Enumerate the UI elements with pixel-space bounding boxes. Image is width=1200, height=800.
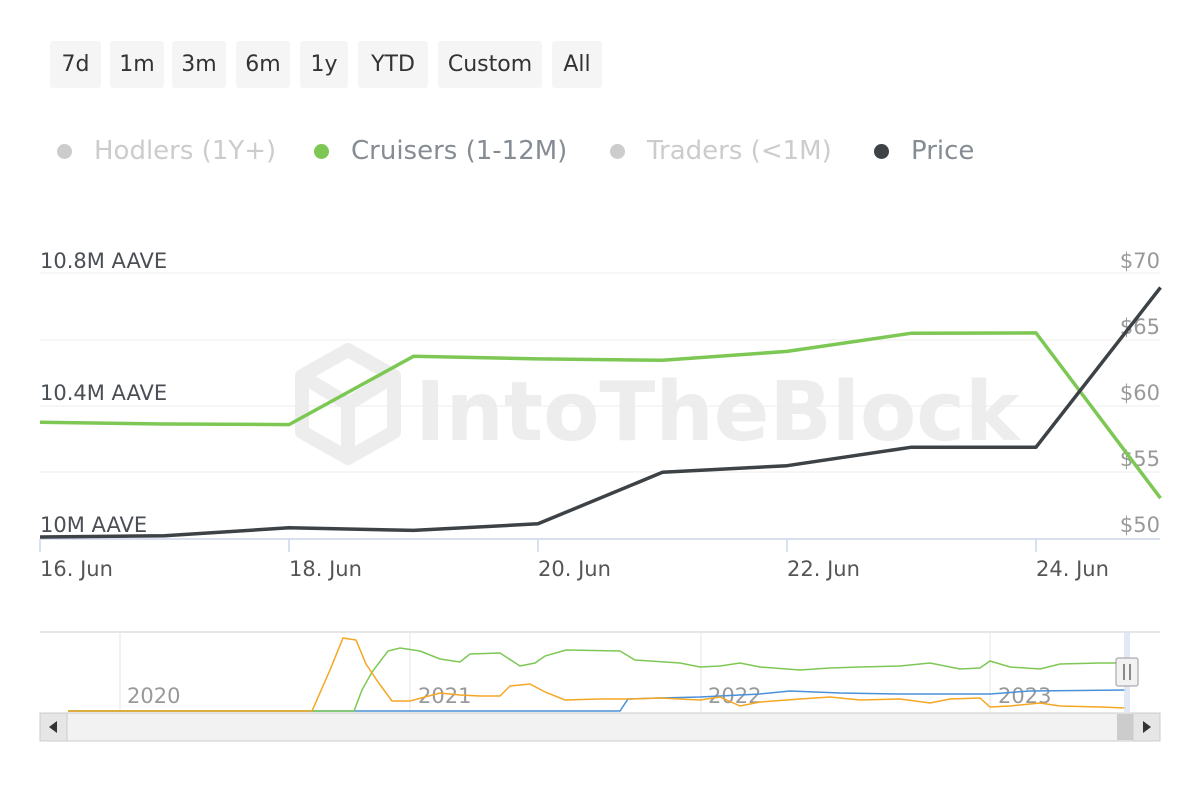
scrollbar[interactable] [39, 712, 1161, 742]
legend-label: Traders (<1M) [647, 136, 832, 166]
range-6m-button[interactable]: 6m [236, 41, 290, 88]
navigator: 2020 2021 2022 2023 [40, 631, 1160, 712]
legend-marker [314, 144, 329, 159]
scroll-left-arrow-icon [49, 721, 57, 733]
navigator-series-line [68, 689, 1127, 712]
legend-item-cruisers[interactable]: Cruisers (1-12M) [314, 128, 594, 174]
legend-label: Price [911, 136, 975, 166]
x-tick-label: 24. Jun [1036, 557, 1109, 581]
legend-item-traders[interactable]: Traders (<1M) [610, 128, 850, 174]
range-1m-button[interactable]: 1m [110, 41, 164, 88]
series-line-cruisers [39, 331, 1162, 500]
grid [40, 272, 1160, 473]
legend-label: Hodlers (1Y+) [94, 136, 277, 166]
range-ytd-button[interactable]: YTD [358, 41, 428, 88]
watermark-logo-icon [295, 343, 401, 465]
right-y-tick-label: $70 [1120, 249, 1160, 273]
x-tick-label: 20. Jun [538, 557, 611, 581]
series-line-price [39, 286, 1162, 539]
scroll-right-arrow-icon [1143, 721, 1151, 733]
navigator-series-line [68, 647, 1126, 712]
navigator-year-label: 2020 [127, 684, 180, 708]
watermark: IntoTheBlock [295, 343, 1022, 465]
range-custom-button[interactable]: Custom [438, 41, 542, 88]
range-7d-button[interactable]: 7d [50, 41, 101, 88]
range-all-button[interactable]: All [552, 41, 602, 88]
right-y-tick-label: $65 [1120, 315, 1160, 339]
legend-item-price[interactable]: Price [874, 128, 994, 174]
range-3m-button[interactable]: 3m [172, 41, 226, 88]
left-y-tick-label: 10.4M AAVE [40, 381, 167, 405]
x-tick-label: 22. Jun [787, 557, 860, 581]
right-y-tick-label: $60 [1120, 381, 1160, 405]
x-tick-label: 16. Jun [40, 557, 113, 581]
left-y-tick-label: 10.8M AAVE [40, 249, 167, 273]
range-1y-button[interactable]: 1y [300, 41, 348, 88]
x-tick-label: 18. Jun [289, 557, 362, 581]
navigator-series-line [68, 637, 1127, 712]
legend-item-hodlers[interactable]: Hodlers (1Y+) [57, 128, 297, 174]
legend-marker [874, 144, 889, 159]
legend-label: Cruisers (1-12M) [351, 136, 568, 166]
legend-marker [610, 144, 625, 159]
watermark-text: IntoTheBlock [415, 365, 1022, 460]
left-y-tick-label: 10M AAVE [40, 513, 147, 537]
scrollbar-thumb[interactable] [1117, 714, 1133, 740]
series-layer [39, 286, 1162, 539]
axis-layer: 16. Jun 18. Jun 20. Jun 22. Jun 24. Jun 10M A… [39, 249, 1160, 581]
navigator-handle[interactable] [1115, 657, 1139, 687]
right-y-tick-label: $50 [1120, 513, 1160, 537]
legend-marker [57, 144, 72, 159]
